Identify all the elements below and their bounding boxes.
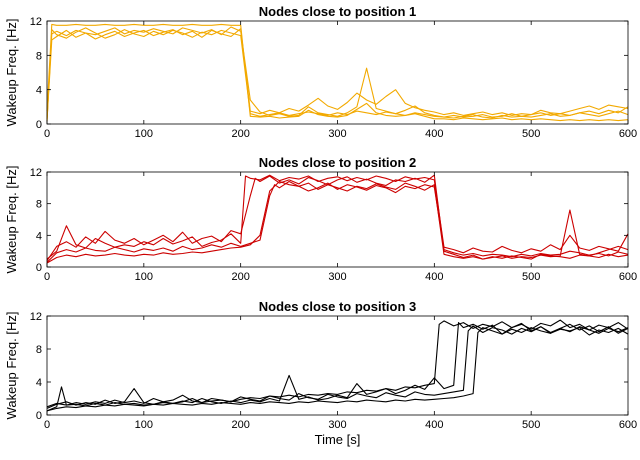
series-line-4 bbox=[46, 326, 629, 412]
x-tick-label: 400 bbox=[425, 419, 443, 431]
y-tick-label: 4 bbox=[36, 377, 42, 389]
series-line-2 bbox=[46, 174, 629, 262]
y-tick-label: 8 bbox=[36, 50, 42, 62]
panel-2: 0 100 200 300 400 500 600 0 4 8 12 Nodes close to p… bbox=[4, 155, 637, 283]
x-tick-label: 400 bbox=[425, 271, 443, 283]
x-tick-label: 300 bbox=[328, 419, 346, 431]
panel-3: 0 100 200 300 400 500 600 0 4 8 12 Nodes close to p… bbox=[4, 299, 637, 447]
series-line-1 bbox=[46, 174, 629, 260]
x-tick-label: 100 bbox=[135, 419, 153, 431]
axes-frame bbox=[46, 20, 629, 125]
x-tick-label: 500 bbox=[522, 271, 540, 283]
y-tick-label: 4 bbox=[36, 85, 42, 97]
y-tick-label: 0 bbox=[36, 410, 42, 422]
series-line-4 bbox=[46, 27, 629, 122]
x-axis-label: Time [s] bbox=[315, 432, 361, 447]
x-tick-label: 400 bbox=[425, 128, 443, 140]
series-line-2 bbox=[46, 322, 629, 409]
y-axis-label: Wakeup Freq. [Hz] bbox=[4, 19, 19, 127]
y-tick-label: 12 bbox=[30, 311, 42, 323]
x-tick-label: 600 bbox=[619, 271, 637, 283]
x-tick-label: 0 bbox=[44, 419, 50, 431]
x-tick-label: 200 bbox=[231, 128, 249, 140]
series-line-1 bbox=[46, 23, 629, 122]
series-line-4 bbox=[46, 180, 629, 264]
series-line-3 bbox=[46, 28, 629, 121]
y-axis-label: Wakeup Freq. [Hz] bbox=[4, 312, 19, 420]
panel-1: 0 100 200 300 400 500 600 0 4 8 12 Nodes close to p… bbox=[4, 4, 637, 140]
series-line-3 bbox=[46, 180, 629, 263]
x-tick-label: 0 bbox=[44, 271, 50, 283]
x-tick-label: 600 bbox=[619, 419, 637, 431]
series-line-3 bbox=[46, 325, 629, 408]
panel-title: Nodes close to position 2 bbox=[259, 155, 416, 170]
x-tick-label: 300 bbox=[328, 271, 346, 283]
series-line-2 bbox=[46, 26, 629, 119]
y-tick-label: 0 bbox=[36, 119, 42, 131]
x-tick-label: 100 bbox=[135, 271, 153, 283]
x-tick-label: 200 bbox=[231, 419, 249, 431]
panel-title: Nodes close to position 1 bbox=[259, 4, 416, 19]
y-tick-label: 12 bbox=[30, 167, 42, 179]
y-tick-label: 12 bbox=[30, 16, 42, 28]
x-tick-label: 600 bbox=[619, 128, 637, 140]
x-tick-label: 500 bbox=[522, 419, 540, 431]
x-tick-label: 200 bbox=[231, 271, 249, 283]
panel-title: Nodes close to position 3 bbox=[259, 299, 416, 314]
x-tick-label: 100 bbox=[135, 128, 153, 140]
series-line-1 bbox=[46, 319, 629, 412]
axes-frame bbox=[46, 171, 629, 268]
x-tick-label: 0 bbox=[44, 128, 50, 140]
y-tick-label: 4 bbox=[36, 230, 42, 242]
y-tick-label: 8 bbox=[36, 199, 42, 211]
y-axis-label: Wakeup Freq. [Hz] bbox=[4, 166, 19, 274]
y-tick-label: 8 bbox=[36, 344, 42, 356]
y-tick-label: 0 bbox=[36, 262, 42, 274]
x-tick-label: 500 bbox=[522, 128, 540, 140]
x-tick-label: 300 bbox=[328, 128, 346, 140]
